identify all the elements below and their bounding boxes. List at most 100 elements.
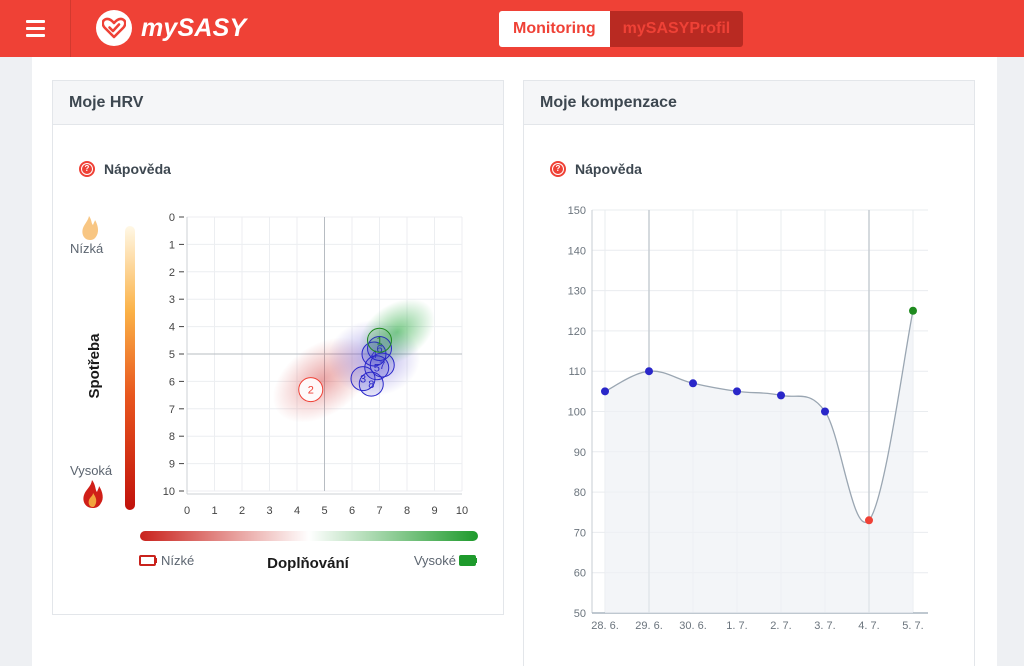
battery-low-icon	[139, 555, 157, 566]
app-logo[interactable]: mySASY	[96, 10, 246, 46]
compensation-axis-labels: 150 140 130 120 110 100 90 80 70 60 50 28. 6. 29. 6.…	[568, 205, 924, 632]
hrv-point-label: 1	[376, 335, 382, 347]
hrv-y-tick: 10	[163, 486, 175, 498]
hamburger-icon	[25, 18, 45, 39]
hrv-point-label: 7	[379, 360, 385, 372]
hrv-x-tick: 2	[239, 505, 245, 517]
hrv-y-tick: 9	[169, 459, 175, 471]
tab-mysasyprofil[interactable]: mySASYProfil	[609, 11, 744, 47]
hrv-x-tick: 3	[266, 505, 272, 517]
comp-x-tick: 2. 7.	[770, 620, 791, 632]
comp-y-tick: 130	[568, 286, 586, 298]
comp-point[interactable]	[733, 387, 741, 396]
comp-x-tick: 5. 7.	[902, 620, 923, 632]
hrv-card-title: Moje HRV	[53, 81, 503, 125]
hrv-y-tick: 2	[169, 267, 175, 279]
comp-y-tick: 90	[574, 447, 586, 459]
hrv-x-tick: 8	[404, 505, 410, 517]
comp-y-tick: 60	[574, 568, 586, 580]
hrv-point[interactable]: 7	[369, 352, 395, 378]
comp-y-tick: 140	[568, 245, 586, 257]
hrv-y-tick: 7	[169, 404, 175, 416]
hrv-point-label: 5	[374, 363, 380, 375]
hrv-point-label: 8	[368, 379, 374, 391]
spotreba-gradient-bar	[125, 226, 135, 510]
comp-point[interactable]	[601, 387, 609, 396]
hrv-help-link[interactable]: ? Nápověda	[79, 161, 171, 177]
compensation-points	[601, 306, 917, 525]
comp-point[interactable]	[645, 367, 653, 376]
menu-button[interactable]	[0, 0, 71, 57]
battery-high-icon	[459, 555, 477, 566]
comp-y-tick: 150	[568, 205, 586, 217]
hrv-y-tick: 4	[169, 322, 175, 334]
comp-point[interactable]	[821, 407, 829, 416]
compensation-chart: 150 140 130 120 110 100 90 80 70 60 50 28. 6. 29. 6.…	[568, 205, 928, 632]
comp-x-tick: 4. 7.	[858, 620, 879, 632]
page-scrollbar[interactable]	[1011, 57, 1024, 666]
top-navigation-bar: mySASY Monitoring mySASYProfil	[0, 0, 1024, 57]
hrv-point[interactable]: 6	[367, 336, 392, 362]
doplnovani-axis-title: Doplňování	[267, 555, 349, 572]
hrv-point-marker	[358, 371, 384, 397]
spotreba-low-label: Nízká	[70, 241, 104, 256]
view-switch: Monitoring mySASYProfil	[499, 11, 744, 47]
question-icon: ?	[79, 161, 95, 177]
spotreba-high-label: Vysoká	[70, 463, 113, 478]
comp-y-tick: 50	[574, 608, 586, 620]
heart-check-icon	[96, 10, 132, 46]
hrv-y-tick: 5	[169, 349, 175, 361]
hrv-help-label: Nápověda	[104, 161, 171, 177]
spotreba-axis-title: Spotřeba	[86, 333, 103, 399]
comp-y-tick: 110	[568, 366, 586, 378]
compensation-help-label: Nápověda	[575, 161, 642, 177]
hrv-y-tick: 6	[169, 376, 175, 388]
hrv-y-tick: 1	[169, 239, 175, 251]
hrv-x-tick: 5	[321, 505, 327, 517]
hrv-clouds	[272, 298, 435, 423]
hrv-point-marker	[369, 352, 395, 378]
question-icon: ?	[550, 161, 566, 177]
hrv-x-tick: 10	[456, 505, 468, 517]
comp-y-tick: 100	[568, 407, 586, 419]
doplnovani-low-label: Nízké	[161, 553, 194, 568]
hrv-point[interactable]: 2	[298, 377, 324, 403]
hrv-point-marker	[367, 327, 392, 353]
hrv-x-tick: 1	[211, 505, 217, 517]
comp-y-tick: 120	[568, 326, 586, 338]
comp-point[interactable]	[689, 379, 697, 388]
comp-y-tick: 80	[574, 487, 586, 499]
compensation-help-link[interactable]: ? Nápověda	[550, 161, 642, 177]
hrv-x-tick: 7	[376, 505, 382, 517]
hrv-point[interactable]: 8	[358, 371, 384, 397]
comp-x-tick: 29. 6.	[635, 620, 663, 632]
flame-low-icon	[82, 216, 99, 240]
app-name: mySASY	[141, 13, 247, 42]
hrv-point-label: 3	[360, 374, 366, 386]
comp-x-tick: 28. 6.	[591, 620, 619, 632]
hrv-y-tick: 0	[169, 212, 175, 224]
comp-x-tick: 30. 6.	[679, 620, 707, 632]
hrv-points: 2 3 85 4 6 7 1	[298, 327, 395, 403]
comp-x-tick: 1. 7.	[726, 620, 747, 632]
hrv-x-tick: 9	[431, 505, 437, 517]
comp-point[interactable]	[777, 391, 785, 400]
hrv-x-tick: 4	[294, 505, 300, 517]
hrv-x-tick: 0	[184, 505, 190, 517]
compensation-card-title: Moje kompenzace	[524, 81, 974, 125]
comp-point[interactable]	[865, 516, 873, 525]
hrv-y-tick: 3	[169, 294, 175, 306]
hrv-point[interactable]: 1	[367, 327, 392, 353]
hrv-point-label: 2	[308, 385, 314, 397]
hrv-point-label: 4	[371, 349, 377, 361]
doplnovani-high-label: Vysoké	[414, 553, 456, 568]
comp-point[interactable]	[909, 306, 917, 315]
compensation-area	[605, 310, 913, 613]
tab-monitoring[interactable]: Monitoring	[499, 11, 610, 47]
hrv-point-marker	[367, 336, 392, 362]
hrv-point-marker	[298, 377, 324, 403]
hrv-point-label: 6	[376, 344, 382, 356]
hrv-x-tick: 6	[349, 505, 355, 517]
comp-x-tick: 3. 7.	[814, 620, 835, 632]
